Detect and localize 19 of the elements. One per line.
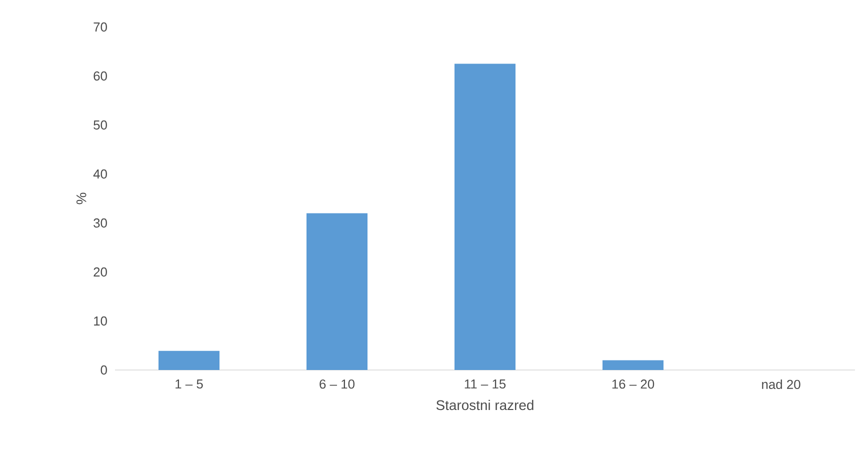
- y-tick-label: 0: [100, 365, 107, 375]
- x-tick-label: 1 – 5: [176, 380, 203, 389]
- y-tick-label: 10: [94, 316, 107, 326]
- y-tick-label: 20: [94, 267, 107, 277]
- x-tick-label: 16 – 20: [612, 380, 654, 389]
- bar: [158, 350, 220, 370]
- x-axis-title: Starostni razred: [436, 400, 534, 410]
- y-tick-label: 30: [94, 218, 107, 228]
- bar: [306, 213, 368, 370]
- y-tick-label: 40: [93, 169, 107, 179]
- x-tick-label: nad 20: [762, 380, 800, 390]
- x-tick-label: 11 – 15: [464, 380, 506, 389]
- y-tick-label: 70: [94, 22, 107, 32]
- x-tick-label: 6 – 10: [320, 380, 354, 389]
- y-tick-label: 60: [94, 71, 107, 81]
- y-axis-title: %: [76, 192, 86, 204]
- y-tick-label: 50: [94, 120, 107, 130]
- bar: [454, 64, 516, 370]
- bar: [602, 360, 664, 370]
